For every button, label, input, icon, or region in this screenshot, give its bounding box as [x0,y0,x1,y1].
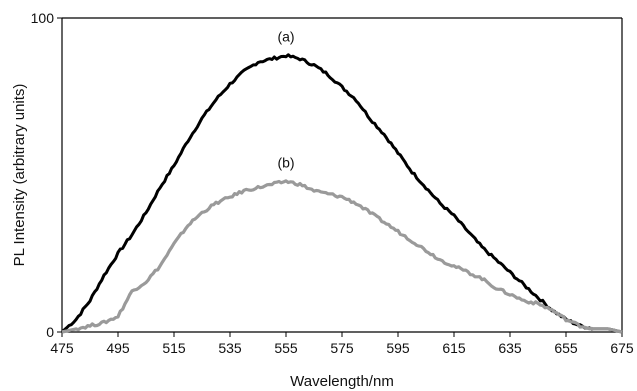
x-tick-label: 595 [386,340,410,356]
x-tick-label: 515 [162,340,186,356]
series-label-a: (a) [277,29,294,45]
x-tick-label: 475 [50,340,74,356]
y-tick-label: 0 [46,324,54,340]
series-label-b: (b) [277,154,294,170]
plot-frame [61,17,623,333]
x-tick-label: 575 [330,340,354,356]
x-axis-title: Wavelength/nm [290,373,394,390]
y-tick-label: 100 [31,10,55,26]
series-layer [60,53,623,334]
x-tick-label: 615 [442,340,466,356]
series-line-a [60,53,623,334]
x-tick-label: 655 [554,340,578,356]
series-labels: (a) (b) [277,29,294,171]
y-axis-title: PL Intensity (arbitrary units) [11,84,28,267]
series-line-b [61,179,623,334]
x-tick-label: 635 [498,340,522,356]
x-tick-label: 675 [610,340,634,356]
x-tick-label: 555 [274,340,298,356]
x-tick-label: 535 [218,340,242,356]
x-axis-ticks: 475 495 515 535 555 575 595 615 635 655 675 [50,332,634,356]
y-axis-ticks: 0 100 [31,10,62,340]
x-tick-label: 495 [106,340,130,356]
